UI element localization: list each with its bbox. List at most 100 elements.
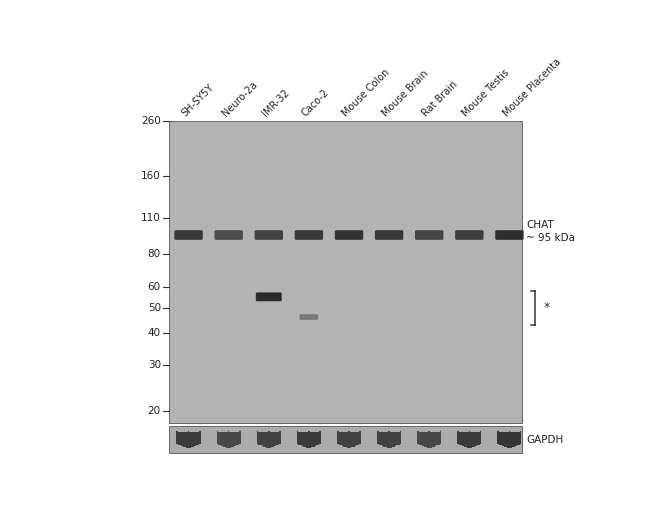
Bar [297, 431, 298, 444]
Bar [266, 431, 268, 448]
Bar [435, 432, 436, 446]
Bar [504, 432, 506, 447]
Bar [520, 431, 521, 444]
Bar [380, 432, 382, 446]
Bar [432, 432, 434, 447]
Bar [425, 432, 427, 447]
Bar [278, 431, 280, 445]
Bar [196, 432, 198, 446]
Bar [352, 432, 353, 447]
Bar [261, 432, 263, 446]
Bar [276, 432, 278, 446]
Text: 50: 50 [148, 303, 161, 313]
Bar [480, 431, 482, 444]
Bar [395, 432, 396, 446]
FancyBboxPatch shape [294, 230, 323, 240]
Bar [188, 431, 189, 448]
Bar [186, 431, 188, 448]
Bar [377, 431, 379, 444]
Bar [438, 431, 439, 445]
Bar [353, 432, 355, 447]
Text: Rat Brain: Rat Brain [421, 79, 460, 118]
Text: 160: 160 [141, 171, 161, 181]
Bar [457, 431, 459, 444]
Bar [460, 432, 462, 446]
Bar [473, 432, 475, 447]
Bar [183, 432, 185, 447]
Bar [273, 432, 274, 447]
Bar [463, 432, 465, 447]
Bar [298, 431, 300, 445]
Bar [350, 431, 352, 448]
Bar [170, 426, 522, 453]
Bar [345, 432, 346, 447]
Bar [319, 431, 321, 444]
Bar [385, 432, 387, 447]
Text: SH-SY5Y: SH-SY5Y [180, 82, 216, 118]
Bar [265, 432, 266, 447]
Bar [419, 431, 421, 445]
Bar [462, 432, 463, 446]
Bar [427, 431, 428, 448]
Bar [185, 432, 186, 447]
Bar [306, 431, 308, 448]
Bar [388, 431, 390, 448]
Bar [502, 432, 504, 446]
Bar [305, 432, 306, 447]
Bar [398, 431, 400, 445]
Bar [514, 432, 515, 447]
Bar [223, 432, 225, 447]
Bar [396, 432, 398, 446]
Bar [390, 431, 391, 448]
Bar [512, 432, 514, 447]
Text: 30: 30 [148, 360, 161, 370]
Bar [422, 432, 424, 446]
Bar [216, 431, 218, 444]
FancyBboxPatch shape [256, 292, 281, 301]
Bar [358, 431, 359, 445]
Bar [478, 431, 480, 445]
Bar [229, 431, 231, 448]
Bar [465, 432, 467, 447]
Bar [300, 432, 302, 446]
Bar [424, 432, 425, 447]
Bar [342, 432, 343, 446]
Bar [428, 431, 430, 448]
Bar [260, 432, 261, 446]
Text: 110: 110 [141, 213, 161, 223]
Bar [191, 432, 192, 447]
Text: Caco-2: Caco-2 [300, 87, 332, 118]
Text: 80: 80 [148, 249, 161, 259]
Bar [384, 432, 385, 447]
Text: CHAT
~ 95 kDa: CHAT ~ 95 kDa [526, 220, 575, 243]
Bar [280, 431, 281, 444]
Bar [434, 432, 435, 447]
Bar [226, 431, 228, 448]
Bar [421, 432, 422, 446]
FancyBboxPatch shape [214, 230, 243, 240]
Bar [198, 431, 199, 445]
Bar [231, 432, 233, 447]
Bar [459, 431, 460, 445]
Text: GAPDH: GAPDH [526, 435, 564, 445]
Text: Mouse Placenta: Mouse Placenta [501, 56, 562, 118]
Bar [181, 432, 183, 446]
Bar [302, 432, 304, 446]
Text: 260: 260 [141, 116, 161, 126]
Bar [497, 431, 499, 444]
Bar [239, 431, 240, 444]
FancyBboxPatch shape [375, 230, 403, 240]
Bar [274, 432, 276, 446]
Bar [170, 121, 522, 423]
Bar [517, 432, 518, 446]
Bar [315, 432, 316, 446]
Text: 60: 60 [148, 282, 161, 292]
Bar [178, 431, 179, 445]
FancyBboxPatch shape [415, 230, 443, 240]
Bar [515, 432, 517, 446]
Bar [417, 431, 419, 444]
Bar [339, 431, 340, 445]
Bar [400, 431, 401, 444]
Bar [179, 432, 181, 446]
Text: IMR-32: IMR-32 [260, 87, 291, 118]
